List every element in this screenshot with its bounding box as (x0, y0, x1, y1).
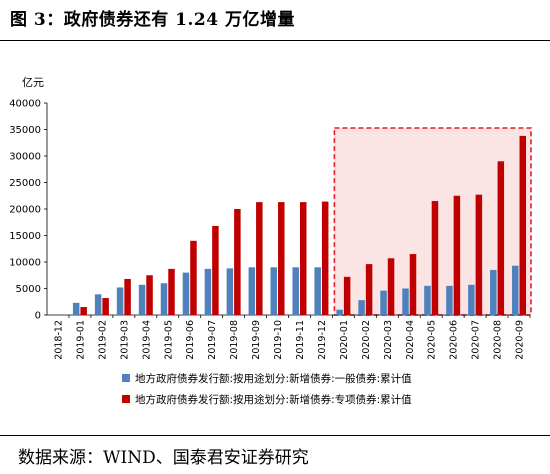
x-tick-label: 2019-03 (119, 320, 130, 360)
x-tick-label: 2020-04 (405, 320, 416, 360)
legend-item-general-bonds: 地方政府债券发行额:按用途划分:新增债券:一般债券:累计值 (122, 371, 542, 386)
legend-label-general-bonds: 地方政府债券发行额:按用途划分:新增债券:一般债券:累计值 (135, 373, 412, 385)
bar-general-bonds (358, 300, 365, 315)
bar-special-bonds (299, 202, 307, 315)
bar-general-bonds (512, 265, 519, 315)
x-tick-label: 2020-05 (427, 320, 438, 360)
legend-swatch-special-bonds (122, 395, 130, 403)
bar-general-bonds (314, 267, 321, 315)
bar-special-bonds (256, 202, 263, 315)
bar-special-bonds (409, 254, 417, 315)
bar-general-bonds (116, 287, 124, 315)
y-tick-label: 15000 (9, 231, 41, 242)
bar-special-bonds (475, 194, 483, 315)
x-tick-label: 2020-07 (471, 320, 482, 360)
bar-special-bonds (212, 225, 219, 315)
x-tick-label: 2019-11 (295, 320, 306, 360)
bar-special-bonds (278, 202, 285, 315)
bar-special-bonds (343, 276, 351, 315)
x-tick-label: 2019-06 (185, 320, 196, 360)
x-tick-label: 2020-01 (339, 320, 350, 360)
legend-item-special-bonds: 地方政府债券发行额:按用途划分:新增债券:专项债券:累计值 (122, 392, 542, 407)
x-tick-label: 2020-09 (515, 320, 526, 360)
bar-general-bonds (94, 294, 102, 315)
y-tick-label: 25000 (9, 178, 41, 189)
bar-general-bonds (402, 288, 409, 315)
bar-general-bonds (204, 268, 212, 315)
legend-swatch-general-bonds (122, 374, 130, 382)
bar-general-bonds (248, 267, 256, 315)
x-tick-label: 2019-02 (97, 320, 108, 360)
bar-special-bonds (519, 135, 527, 315)
bar-general-bonds (182, 272, 190, 315)
source-note: 数据来源：WIND、国泰君安证券研究 (18, 448, 309, 468)
x-tick-label: 2020-02 (361, 320, 372, 360)
bar-general-bonds (446, 285, 453, 315)
x-tick-label: 2019-12 (317, 320, 328, 360)
x-tick-label: 2019-09 (251, 320, 262, 360)
x-tick-label: 2019-01 (75, 320, 86, 360)
x-tick-label: 2019-07 (207, 320, 218, 360)
x-tick-label: 2019-04 (141, 320, 152, 360)
x-tick-label: 2020-03 (383, 320, 394, 360)
x-tick-label: 2020-08 (493, 320, 504, 360)
bar-general-bonds (270, 267, 278, 315)
y-tick-label: 0 (35, 311, 41, 322)
y-tick-label: 40000 (9, 99, 41, 110)
y-tick-label: 5000 (16, 284, 41, 295)
x-tick-label: 2019-05 (163, 320, 174, 360)
bar-general-bonds (292, 267, 299, 315)
bar-general-bonds (380, 290, 387, 315)
bar-general-bonds (490, 269, 497, 315)
bar-special-bonds (124, 278, 131, 315)
bar-special-bonds (190, 240, 197, 315)
legend-label-special-bonds: 地方政府债券发行额:按用途划分:新增债券:专项债券:累计值 (135, 394, 412, 406)
bar-general-bonds (138, 284, 146, 315)
bottom-rule (0, 435, 550, 436)
x-tick-label: 2019-10 (273, 320, 284, 360)
bar-special-bonds (168, 268, 175, 315)
bar-special-bonds (453, 195, 461, 315)
bar-special-bonds (234, 209, 241, 315)
bar-general-bonds (468, 284, 475, 315)
y-axis-unit-label: 亿元 (22, 76, 44, 89)
bar-special-bonds (431, 201, 439, 315)
figure-title: 图 3：政府债券还有 1.24 万亿增量 (10, 10, 295, 30)
bar-special-bonds (365, 264, 373, 315)
x-tick-label: 2020-06 (449, 320, 460, 360)
bar-general-bonds (72, 302, 80, 315)
y-tick-label: 30000 (9, 152, 41, 163)
bar-special-bonds (321, 201, 329, 315)
bar-special-bonds (387, 258, 395, 315)
y-tick-label: 10000 (9, 258, 41, 269)
bar-general-bonds (336, 309, 343, 315)
y-tick-label: 35000 (9, 125, 41, 136)
bar-general-bonds (226, 268, 234, 315)
bar-special-bonds (102, 298, 109, 315)
x-tick-label: 2019-08 (229, 320, 240, 360)
top-rule (0, 40, 550, 41)
bar-special-bonds (497, 161, 505, 315)
bar-special-bonds (80, 307, 87, 315)
bar-general-bonds (160, 283, 168, 315)
bar-special-bonds (146, 275, 153, 315)
bar-general-bonds (424, 285, 431, 315)
x-tick-label: 2018-12 (53, 320, 64, 360)
y-tick-label: 20000 (9, 205, 41, 216)
